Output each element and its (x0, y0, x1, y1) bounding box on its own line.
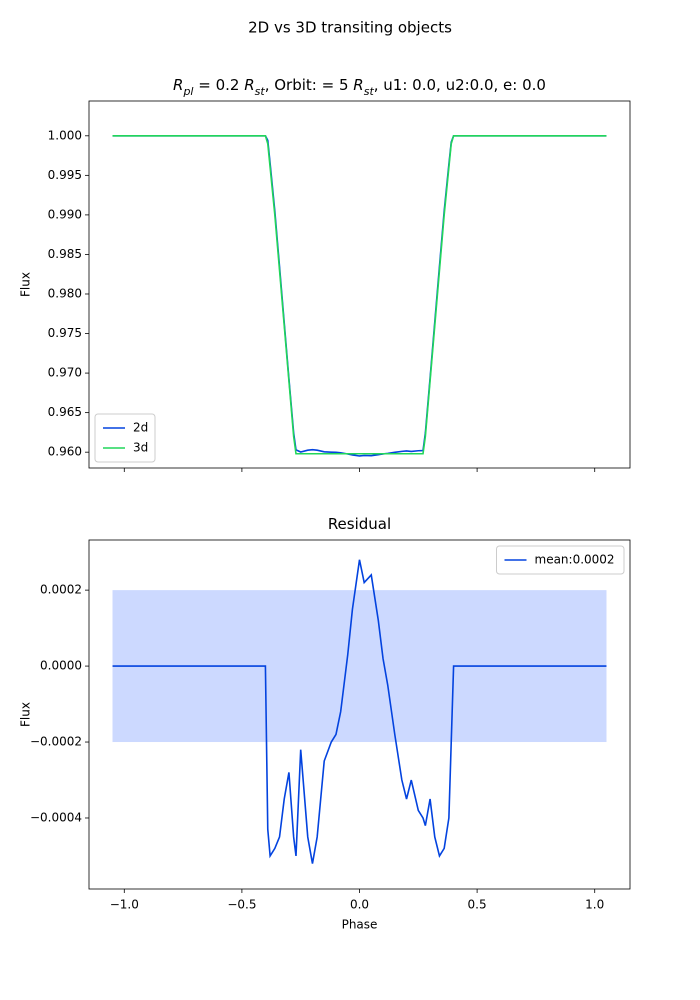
legend-box (94, 413, 156, 463)
x-axis-label: Phase (342, 918, 378, 932)
y-tick-label: 1.000 (48, 128, 82, 142)
y-tick-label: 0.965 (48, 405, 82, 419)
y-axis-label: Flux (19, 702, 33, 727)
y-tick-label: −0.0004 (30, 810, 82, 824)
y-tick-label: 0.985 (48, 247, 82, 261)
x-tick-label: −0.5 (227, 898, 256, 912)
title-part: = 0.2 (194, 76, 245, 94)
legend-label: 2d (133, 421, 148, 435)
axes-title: Rpl = 0.2 Rst, Orbit: = 5 Rst, u1: 0.0, … (173, 76, 546, 98)
y-tick-label: 0.975 (48, 326, 82, 340)
title-part: st (364, 85, 375, 98)
series-line (112, 135, 607, 455)
title-part: R (173, 76, 183, 94)
title-part: R (353, 76, 363, 94)
y-tick-label: 0.990 (48, 207, 82, 221)
x-tick-label: 0.5 (468, 898, 487, 912)
figure-title: 2D vs 3D transiting objects (248, 19, 452, 37)
axes-title: Residual (328, 515, 391, 533)
x-tick-label: −1.0 (110, 898, 139, 912)
y-tick-label: 0.0002 (40, 583, 82, 597)
axes-frame (88, 100, 631, 469)
title-part: , Orbit: = 5 (265, 76, 354, 94)
y-tick-label: 0.995 (48, 168, 82, 182)
title-part: Residual (328, 515, 391, 533)
y-tick-label: 0.960 (48, 445, 82, 459)
title-part: pl (182, 85, 193, 98)
y-tick-label: −0.0002 (30, 735, 82, 749)
y-tick-label: 0.980 (48, 286, 82, 300)
legend-label: 3d (133, 441, 148, 455)
y-tick-label: 0.970 (48, 366, 82, 380)
legend-label: mean:0.0002 (535, 553, 615, 567)
series-line (112, 559, 607, 864)
y-tick-label: 0.0000 (40, 659, 82, 673)
y-axis-label: Flux (19, 272, 33, 297)
title-part: st (255, 85, 266, 98)
series-line (112, 135, 607, 457)
x-tick-label: 0.0 (350, 898, 369, 912)
title-part: , u1: 0.0, u2:0.0, e: 0.0 (374, 76, 546, 94)
title-part: R (244, 76, 254, 94)
legend-box (496, 545, 625, 575)
x-tick-label: 1.0 (585, 898, 604, 912)
